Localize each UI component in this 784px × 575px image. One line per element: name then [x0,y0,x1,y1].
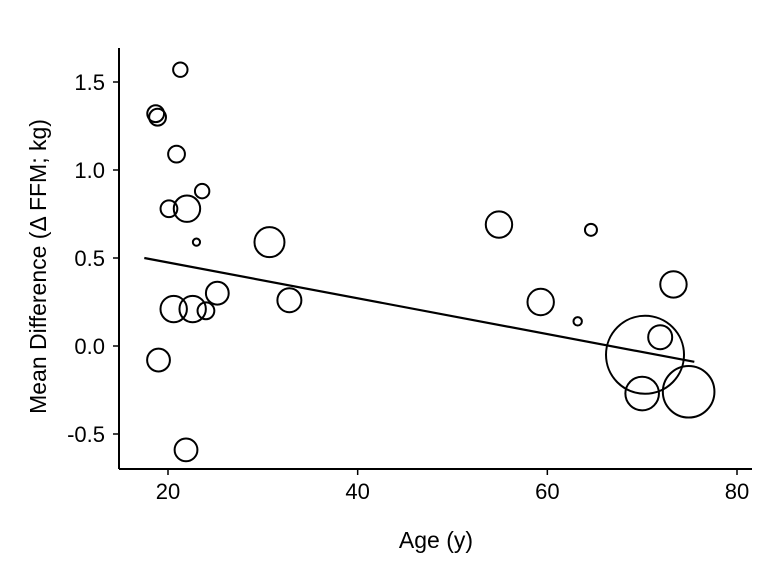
y-axis-title: Mean Difference (Δ FFM; kg) [25,119,51,414]
x-tick-label: 60 [535,479,559,504]
data-point-bubble [583,222,598,237]
data-point-bubble [159,294,188,324]
data-point-bubble [172,194,202,223]
data-point-bubble [572,316,583,327]
plot-area [144,61,716,463]
data-point-bubble [148,107,167,127]
data-point-bubble [484,210,514,239]
data-point-bubble [196,301,216,321]
data-point-bubble [659,270,688,299]
data-point-bubble [526,287,555,317]
data-point-bubble [172,61,189,78]
data-point-bubble [146,347,171,373]
y-ticks: -0.5 0.0 0.5 1.0 1.5 [67,70,119,447]
data-point-bubble [167,144,186,164]
y-tick-label: -0.5 [67,422,105,447]
data-point-bubble [178,294,207,324]
data-point-bubble [624,375,660,412]
data-point-bubble [253,226,286,259]
x-ticks: 20 40 60 80 [156,469,749,504]
y-tick-label: 0.0 [74,334,105,359]
data-point-bubble [159,199,179,219]
x-tick-label: 20 [156,479,180,504]
data-point-bubble [191,237,202,247]
x-tick-label: 80 [725,479,749,504]
data-point-bubble [605,314,686,395]
y-tick-label: 0.5 [74,246,105,271]
y-tick-label: 1.5 [74,70,105,95]
data-point-bubble [173,437,199,463]
x-tick-label: 40 [345,479,369,504]
data-point-bubble [204,280,230,306]
data-point-bubble [146,104,166,124]
data-point-bubble [661,364,716,419]
data-point-bubble [647,324,674,351]
data-point-bubble [193,182,211,200]
x-axis-title: Age (y) [399,527,473,553]
y-tick-label: 1.0 [74,158,105,183]
data-point-bubble [276,287,303,314]
trend-line [144,256,695,363]
